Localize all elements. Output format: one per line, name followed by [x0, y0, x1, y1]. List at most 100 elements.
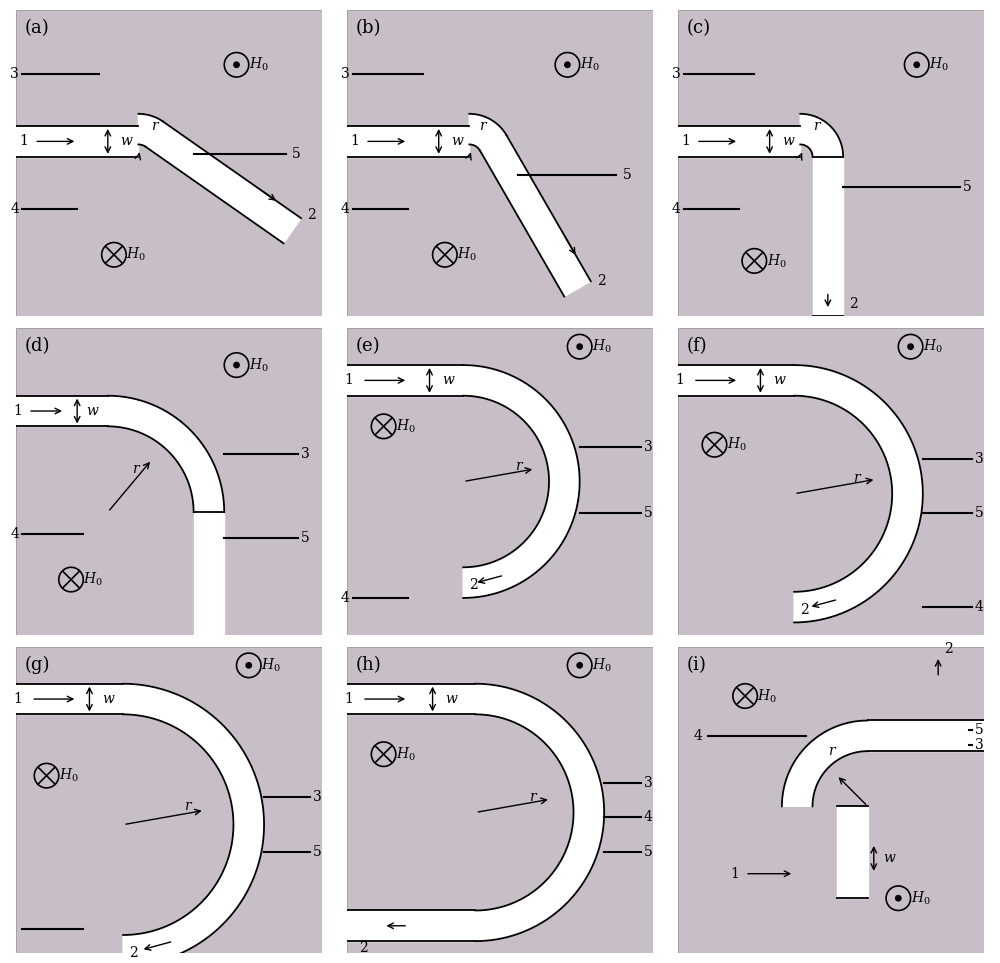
Text: $H_0$: $H_0$	[457, 247, 477, 264]
Polygon shape	[108, 396, 224, 512]
Polygon shape	[138, 114, 163, 146]
Polygon shape	[794, 365, 923, 622]
Text: $H_0$: $H_0$	[727, 436, 747, 454]
Circle shape	[246, 663, 251, 668]
Text: $H_0$: $H_0$	[923, 338, 943, 355]
Polygon shape	[123, 684, 264, 963]
Text: $w$: $w$	[102, 692, 115, 706]
Text: $r$: $r$	[813, 119, 822, 133]
Text: $w$: $w$	[883, 851, 897, 866]
Text: 3: 3	[975, 738, 984, 752]
Text: (c): (c)	[687, 19, 711, 37]
Text: 4: 4	[693, 729, 702, 742]
Text: 3: 3	[975, 453, 984, 466]
Text: $r$: $r$	[132, 462, 142, 477]
Polygon shape	[782, 720, 868, 806]
Text: 1: 1	[730, 867, 739, 881]
Text: 5: 5	[292, 146, 300, 161]
Text: $H_0$: $H_0$	[249, 356, 269, 374]
Text: 1: 1	[13, 692, 22, 706]
Text: $H_0$: $H_0$	[592, 657, 612, 674]
Text: (b): (b)	[356, 19, 381, 37]
Circle shape	[914, 62, 919, 67]
Text: 1: 1	[344, 692, 353, 706]
Text: 2: 2	[597, 274, 606, 288]
Polygon shape	[145, 121, 301, 244]
Polygon shape	[463, 365, 580, 598]
Text: 5: 5	[963, 180, 971, 195]
Text: 1: 1	[681, 135, 690, 148]
Text: (i): (i)	[687, 656, 707, 674]
Polygon shape	[480, 135, 591, 297]
Text: $H_0$: $H_0$	[580, 56, 600, 73]
Text: $w$: $w$	[86, 404, 100, 418]
Text: 3: 3	[301, 447, 310, 461]
Text: $H_0$: $H_0$	[249, 56, 269, 73]
Text: 2: 2	[215, 712, 224, 725]
Text: 3: 3	[672, 67, 681, 81]
Text: $r$: $r$	[853, 472, 862, 485]
Text: $w$: $w$	[782, 135, 795, 148]
Text: 1: 1	[350, 135, 359, 148]
Text: 5: 5	[313, 846, 322, 859]
Text: $w$: $w$	[773, 374, 786, 387]
Text: 1: 1	[13, 404, 22, 418]
Text: (h): (h)	[356, 656, 382, 674]
Text: 5: 5	[644, 845, 653, 859]
Text: $w$: $w$	[442, 374, 455, 387]
Text: 3: 3	[10, 67, 19, 81]
Polygon shape	[800, 114, 843, 157]
Text: 5: 5	[301, 531, 310, 545]
Polygon shape	[475, 684, 604, 941]
Circle shape	[565, 62, 570, 67]
Text: 4: 4	[341, 202, 350, 216]
Text: $r$: $r$	[529, 790, 539, 804]
Polygon shape	[347, 684, 475, 715]
Circle shape	[908, 344, 913, 350]
Text: (f): (f)	[687, 337, 708, 355]
Circle shape	[234, 362, 239, 368]
Text: 2: 2	[944, 642, 953, 656]
Text: 4: 4	[672, 202, 681, 216]
Text: 2: 2	[800, 603, 809, 616]
Text: 4: 4	[10, 527, 19, 540]
Polygon shape	[16, 684, 123, 715]
Text: 2: 2	[849, 297, 858, 311]
Text: 4: 4	[975, 600, 984, 614]
Text: $H_0$: $H_0$	[396, 745, 416, 763]
Polygon shape	[868, 720, 984, 751]
Circle shape	[577, 663, 582, 668]
Text: $H_0$: $H_0$	[83, 571, 103, 588]
Polygon shape	[194, 512, 224, 715]
Text: 3: 3	[644, 776, 653, 790]
Text: $H_0$: $H_0$	[396, 418, 416, 435]
Text: (g): (g)	[25, 656, 51, 674]
Text: 3: 3	[313, 790, 322, 804]
Text: $H_0$: $H_0$	[767, 252, 786, 270]
Text: $r$: $r$	[184, 799, 193, 814]
Polygon shape	[678, 365, 794, 396]
Text: 2: 2	[307, 208, 316, 222]
Text: $r$: $r$	[515, 459, 524, 473]
Text: $r$: $r$	[479, 119, 488, 133]
Circle shape	[896, 896, 901, 901]
Text: 3: 3	[341, 67, 350, 81]
Text: (d): (d)	[25, 337, 51, 355]
Text: 1: 1	[19, 135, 28, 148]
Polygon shape	[16, 126, 138, 157]
Polygon shape	[16, 396, 108, 427]
Text: 3: 3	[644, 439, 653, 454]
Text: $H_0$: $H_0$	[261, 657, 281, 674]
Text: $H_0$: $H_0$	[592, 338, 612, 355]
Polygon shape	[347, 126, 469, 157]
Text: 2: 2	[469, 578, 477, 591]
Circle shape	[234, 62, 239, 67]
Text: 1: 1	[344, 374, 353, 387]
Polygon shape	[347, 910, 475, 941]
Text: $H_0$: $H_0$	[757, 688, 777, 705]
Polygon shape	[347, 365, 463, 396]
Text: 5: 5	[975, 722, 984, 737]
Text: $w$: $w$	[445, 692, 458, 706]
Text: 4: 4	[10, 202, 19, 216]
Text: $H_0$: $H_0$	[929, 56, 949, 73]
